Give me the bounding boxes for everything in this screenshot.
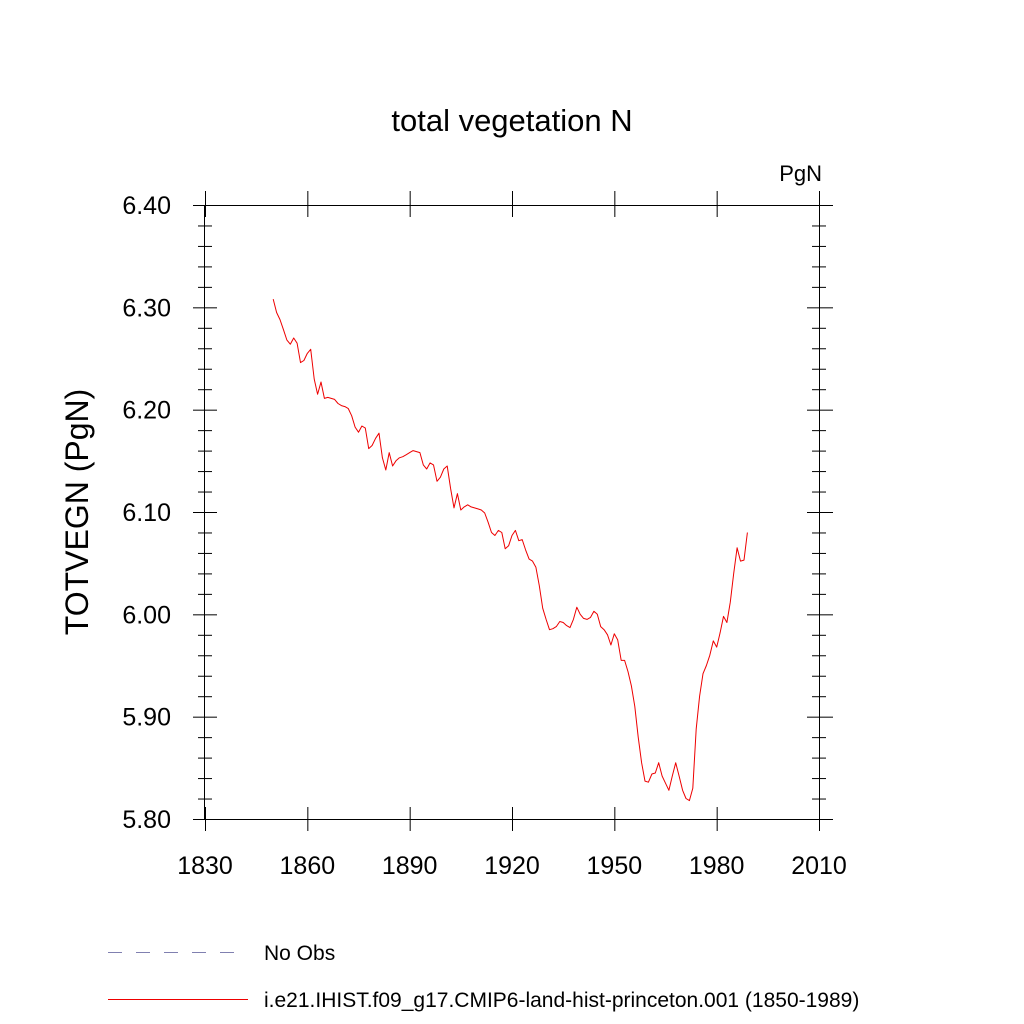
axis-ticks (193, 191, 833, 831)
legend: No Obs i.e21.IHIST.f09_g17.CMIP6-land-his… (108, 942, 859, 1012)
y-tick-label: 6.30 (122, 294, 171, 322)
x-tick-label: 2010 (791, 852, 847, 880)
x-tick-label: 1860 (280, 852, 336, 880)
plot-frame (204, 205, 820, 820)
chart-title: total vegetation N (391, 103, 632, 138)
y-tick-label: 6.40 (122, 192, 171, 220)
x-tick-label: 1980 (689, 852, 745, 880)
x-tick-label: 1920 (484, 852, 540, 880)
axis-tick-labels: 1830 1860 1890 1920 1950 1980 2010 5.80 5.90 6.00… (122, 192, 846, 880)
y-tick-label: 6.10 (122, 499, 171, 527)
y-tick-label: 6.00 (122, 601, 171, 629)
x-tick-label: 1950 (587, 852, 643, 880)
x-tick-label: 1890 (382, 852, 438, 880)
y-tick-label: 6.20 (122, 397, 171, 425)
x-tick-label: 1830 (177, 852, 233, 880)
y-tick-label: 5.90 (122, 704, 171, 732)
legend-label: i.e21.IHIST.f09_g17.CMIP6-land-hist-prin… (264, 989, 859, 1012)
series-line (272, 298, 748, 802)
units-label: PgN (779, 161, 822, 186)
y-axis-label: TOTVEGN (PgN) (59, 389, 95, 636)
series-layer (272, 298, 748, 802)
y-tick-label: 5.80 (122, 806, 171, 834)
legend-label: No Obs (264, 942, 335, 965)
